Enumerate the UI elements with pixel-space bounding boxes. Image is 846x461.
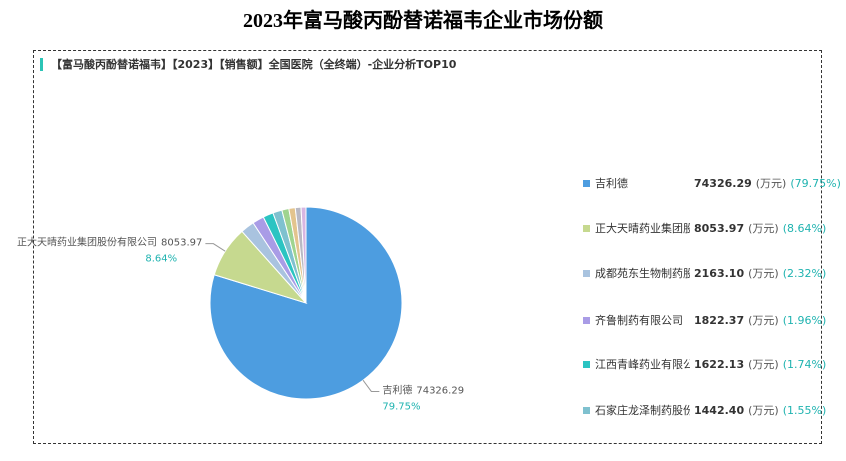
slice-value: 74326.29 bbox=[416, 385, 464, 396]
legend-item: 正大天晴药业集团股份有限公司 8053.97(万元)(8.64%) bbox=[583, 220, 826, 236]
legend-swatch bbox=[583, 316, 590, 324]
legend-name: 吉利德 bbox=[595, 177, 628, 190]
pie-slice bbox=[300, 206, 307, 304]
slice-name: 吉利德 bbox=[382, 383, 412, 396]
legend-item: 齐鲁制药有限公司 1822.37 (万元) (1.96%) bbox=[583, 312, 826, 328]
chart-title: 2023年富马酸丙酚替诺福韦企业市场份额 bbox=[243, 10, 603, 32]
leader-line bbox=[205, 243, 226, 252]
leader-line bbox=[362, 379, 380, 392]
legend-name: 石家庄龙泽制药股份有限公司 bbox=[595, 404, 690, 417]
legend-item: 吉利德 74326.29 (万元) (79.75%) bbox=[583, 175, 841, 191]
chart-frame bbox=[33, 50, 822, 444]
legend-share: (1.55%) bbox=[782, 403, 827, 417]
legend-share: (1.74%) bbox=[782, 357, 827, 371]
legend-swatch bbox=[583, 224, 590, 232]
legend-swatch bbox=[583, 406, 590, 414]
legend-unit: (万元) bbox=[748, 267, 779, 280]
legend-name: 成都苑东生物制药股份有限公司 bbox=[595, 267, 690, 280]
legend-item: 成都苑东生物制药股份有限公司 2163.10(万元)(2.32%) bbox=[583, 265, 826, 281]
legend-name: 正大天晴药业集团股份有限公司 bbox=[595, 222, 690, 235]
slice-share: 79.75% bbox=[382, 401, 420, 412]
legend-swatch bbox=[583, 360, 590, 368]
slice-value: 8053.97 bbox=[161, 238, 202, 249]
legend-unit: (万元) bbox=[755, 177, 787, 190]
legend-unit: (万元) bbox=[748, 314, 779, 327]
slice-name: 正大天晴药业集团股份有限公司 bbox=[17, 236, 157, 249]
legend-swatch bbox=[583, 269, 590, 277]
legend-value: 1442.40 bbox=[694, 403, 745, 417]
legend-unit: (万元) bbox=[748, 404, 779, 417]
legend-item: 江西青峰药业有限公司 1622.13(万元)(1.74%) bbox=[583, 356, 826, 372]
chart-subtitle: 【富马酸丙酚替诺福韦】【2023】【销售额】全国医院（全终端）-企业分析TOP1… bbox=[40, 58, 456, 71]
legend-share: (1.96%) bbox=[782, 313, 827, 327]
legend-name: 江西青峰药业有限公司 bbox=[595, 358, 690, 371]
legend-value: 74326.29 bbox=[694, 176, 752, 190]
legend-share: (79.75%) bbox=[790, 176, 841, 190]
legend-unit: (万元) bbox=[748, 222, 779, 235]
legend-share: (2.32%) bbox=[782, 266, 827, 280]
slice-label: 正大天晴药业集团股份有限公司 8053.97 bbox=[17, 236, 202, 249]
legend-unit: (万元) bbox=[748, 358, 779, 371]
legend-name: 齐鲁制药有限公司 bbox=[595, 314, 683, 327]
legend-value: 1622.13 bbox=[694, 357, 745, 371]
legend-share: (8.64%) bbox=[782, 221, 827, 235]
slice-share: 8.64% bbox=[145, 254, 177, 265]
legend-value: 8053.97 bbox=[694, 221, 745, 235]
legend-value: 2163.10 bbox=[694, 266, 745, 280]
legend-value: 1822.37 bbox=[694, 313, 745, 327]
legend-item: 石家庄龙泽制药股份有限公司 1442.40(万元)(1.55%) bbox=[583, 402, 826, 418]
legend-swatch bbox=[583, 179, 590, 187]
slice-label: 吉利德 74326.29 bbox=[382, 383, 464, 396]
